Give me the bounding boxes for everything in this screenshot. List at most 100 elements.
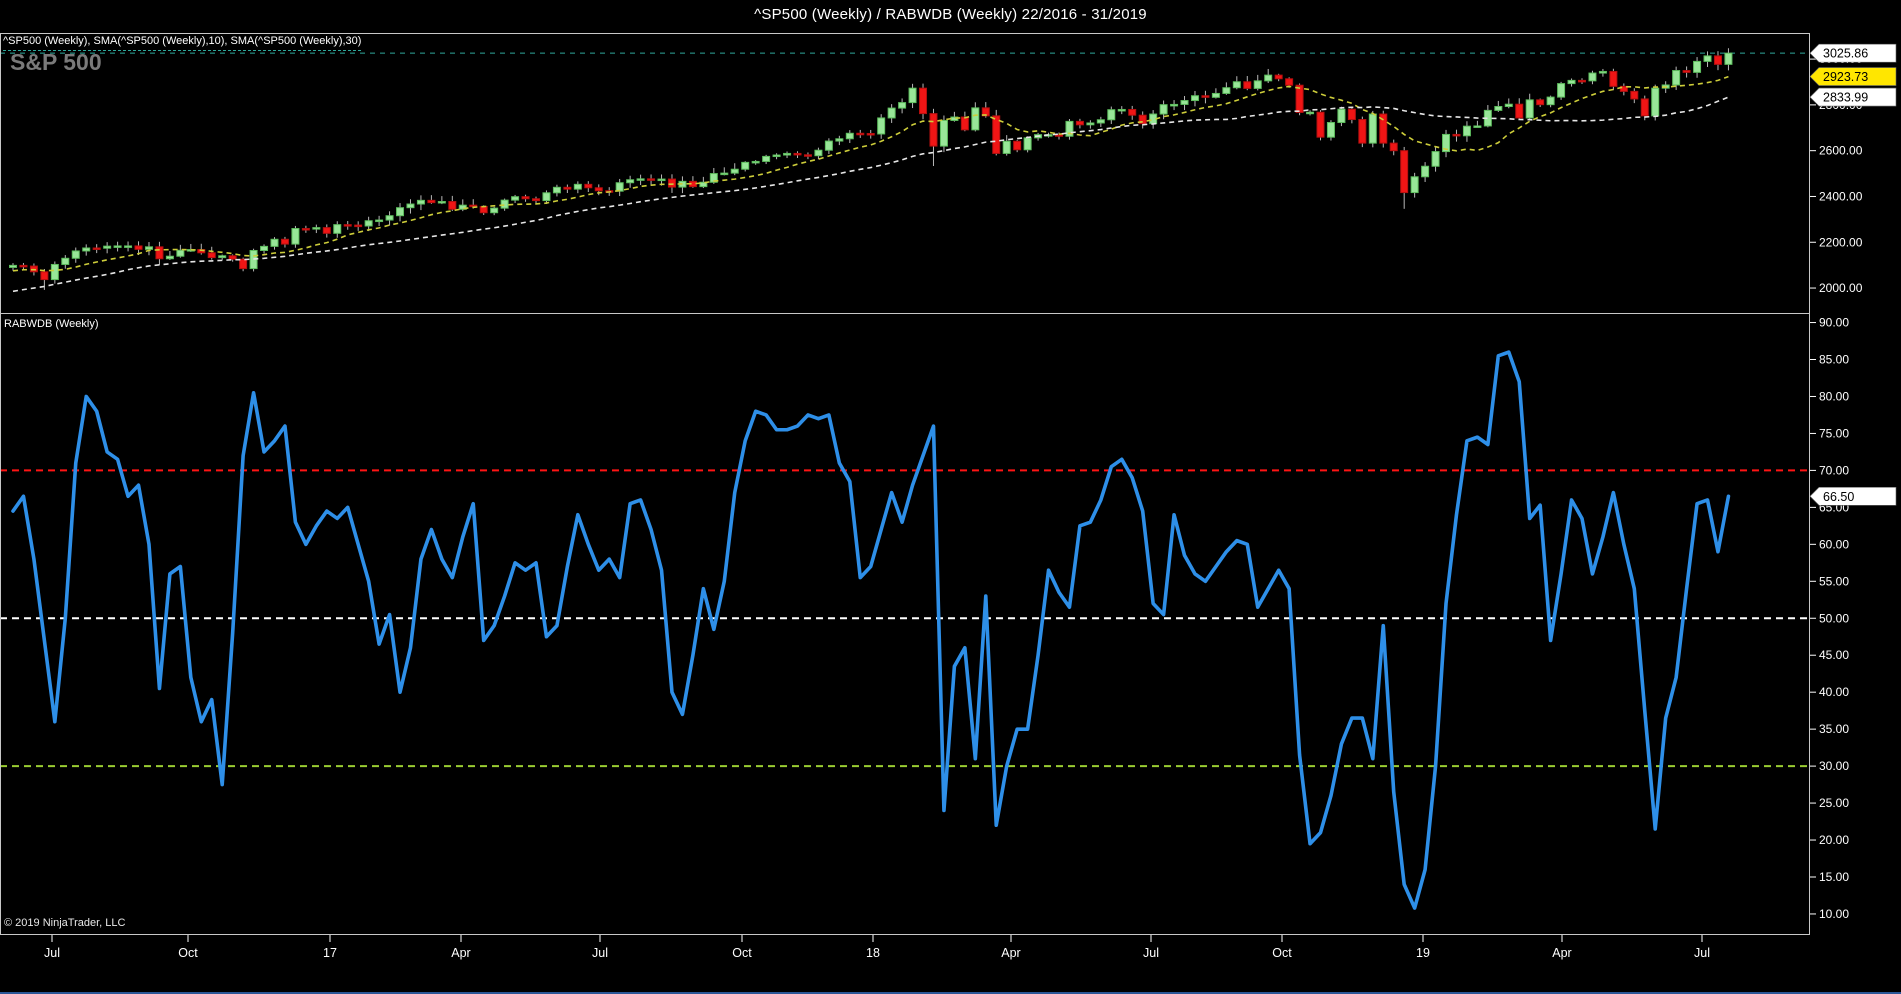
candle-down: [354, 224, 363, 228]
candle-up: [291, 228, 300, 245]
candle-down: [448, 201, 457, 210]
candle-up: [783, 152, 792, 156]
time-tick-label: 18: [866, 946, 880, 960]
candle-down: [667, 178, 676, 188]
candle-down: [1536, 99, 1545, 106]
candle-up: [1473, 125, 1482, 128]
candle-up: [176, 249, 185, 257]
candle-up: [1326, 122, 1335, 138]
candle-down: [1609, 70, 1618, 87]
candle-down: [1358, 119, 1367, 144]
candle-down: [1400, 150, 1409, 194]
candle-up: [511, 196, 520, 201]
candle-up: [751, 160, 760, 164]
candle-down: [301, 228, 310, 231]
candle-up: [626, 179, 635, 184]
candle-up: [772, 154, 781, 158]
candle-down: [803, 154, 812, 157]
candle-down: [856, 132, 865, 136]
candle-down: [1243, 81, 1252, 89]
sma-value-tag: 2833.99: [1809, 87, 1897, 107]
candle-down: [1578, 79, 1586, 83]
candle-up: [814, 149, 823, 157]
price-axis[interactable]: 3000.002800.002600.002400.002200.002000.…: [1809, 43, 1897, 921]
axis-tick-label: 10.00: [1819, 907, 1849, 921]
candle-up: [218, 255, 227, 259]
time-axis[interactable]: Jul Oct 17 Apr Jul Oct 18 Apr Jul Oct 19 Apr Jul: [44, 935, 1710, 960]
candle-up: [898, 102, 907, 109]
candle-up: [270, 238, 279, 247]
candle-up: [1232, 81, 1241, 89]
price-panel-label: ^SP500 (Weekly), SMA(^SP500 (Weekly),10)…: [3, 35, 362, 51]
candle-up: [1170, 103, 1179, 107]
candle-down: [594, 187, 603, 192]
candle-up: [845, 132, 854, 140]
candle-down: [1682, 70, 1691, 73]
svg-text:2923.73: 2923.73: [1823, 70, 1868, 84]
candle-up: [573, 183, 582, 190]
candle-up: [312, 227, 321, 230]
indicator-line: [11, 350, 1731, 910]
indicator-panel-label: RABWDB (Weekly): [4, 318, 99, 330]
price-panel-plot[interactable]: [0, 48, 1810, 293]
svg-text:2833.99: 2833.99: [1823, 91, 1868, 105]
candle-up: [113, 245, 122, 248]
time-tick-label: Jul: [1143, 946, 1159, 960]
window-title: ^SP500 (Weekly) / RABWDB (Weekly) 22/201…: [754, 5, 1147, 23]
candle-up: [762, 155, 771, 162]
candle-down: [427, 199, 436, 204]
high-value-tag: 3025.86: [1809, 43, 1897, 63]
candle-up: [416, 199, 425, 205]
candle-up: [385, 215, 394, 221]
time-tick-label: Apr: [1001, 946, 1020, 960]
time-tick-label: Jul: [1694, 946, 1710, 960]
candle-up: [1598, 70, 1607, 74]
candle-up: [1672, 70, 1681, 86]
time-tick-label: Oct: [732, 946, 752, 960]
candle-down: [1285, 78, 1294, 86]
candle-up: [741, 161, 750, 170]
candle-down: [1201, 95, 1210, 98]
axis-tick-label: 55.00: [1819, 574, 1849, 588]
candle-up: [50, 263, 59, 281]
candle-down: [647, 178, 656, 181]
candle-up: [1253, 80, 1262, 89]
svg-text:66.50: 66.50: [1823, 490, 1854, 504]
candle-down: [1619, 85, 1628, 92]
axis-tick-label: 85.00: [1819, 353, 1849, 367]
candle-bodies: [9, 52, 1733, 281]
axis-tick-label: 2400.00: [1819, 189, 1863, 203]
candle-up: [636, 178, 645, 181]
candle-up: [1222, 87, 1231, 94]
axis-tick-label: 15.00: [1819, 870, 1849, 884]
time-tick-label: Oct: [178, 946, 198, 960]
axis-tick-label: 2600.00: [1819, 144, 1863, 158]
candle-up: [1504, 103, 1513, 107]
candle-down: [19, 264, 28, 268]
candle-down: [1128, 108, 1137, 116]
candle-up: [1421, 165, 1430, 178]
candle-down: [322, 227, 331, 234]
candle-up: [1107, 109, 1116, 121]
candle-down: [134, 245, 143, 250]
axis-tick-label: 45.00: [1819, 648, 1849, 662]
candle-down: [1515, 103, 1524, 119]
candle-up: [939, 119, 948, 147]
candle-up: [1117, 108, 1126, 112]
axis-tick-label: 50.00: [1819, 611, 1849, 625]
time-tick-label: Oct: [1272, 946, 1292, 960]
candle-down: [919, 87, 928, 115]
candle-down: [1138, 114, 1147, 125]
axis-tick-label: 35.00: [1819, 722, 1849, 736]
axis-tick-label: 30.00: [1819, 759, 1849, 773]
candle-up: [1086, 122, 1095, 126]
svg-text:3025.86: 3025.86: [1823, 47, 1868, 61]
candle-up: [1703, 55, 1712, 62]
candle-up: [1693, 60, 1702, 73]
candle-up: [877, 117, 886, 135]
candle-up: [1002, 140, 1011, 154]
indicator-panel-plot[interactable]: [0, 350, 1810, 910]
candle-up: [364, 220, 373, 227]
candle-up: [1442, 133, 1451, 153]
